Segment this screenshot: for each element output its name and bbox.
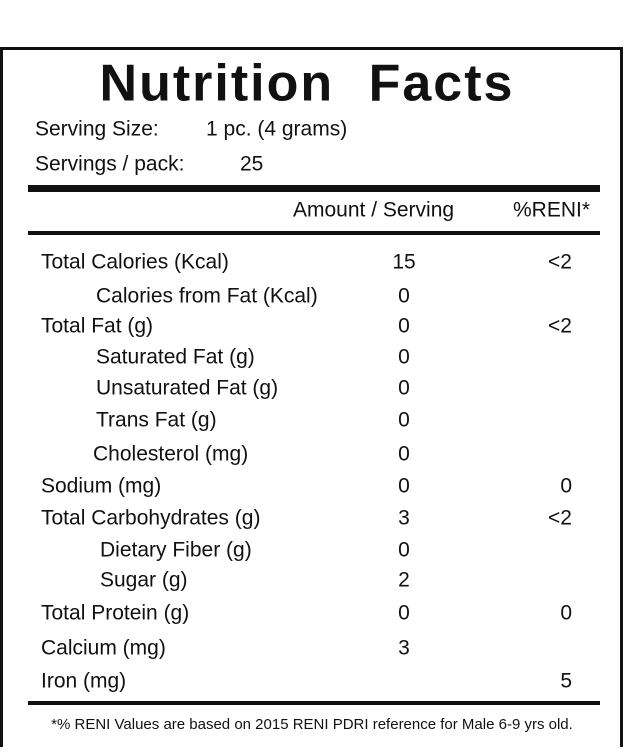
amount-header: Amount / Serving — [293, 199, 454, 222]
servings-value: 25 — [240, 153, 263, 176]
amount: 0 — [398, 377, 410, 400]
amount: 0 — [398, 475, 410, 498]
nutrient-name: Total Calories (Kcal) — [41, 251, 229, 274]
nutrient-name: Calories from Fat (Kcal) — [96, 285, 318, 308]
rule-thick — [28, 185, 600, 192]
amount: 3 — [398, 637, 410, 660]
nutrient-name: Sodium (mg) — [41, 475, 161, 498]
amount: 0 — [398, 443, 410, 466]
amount: 0 — [398, 539, 410, 562]
amount: 0 — [398, 409, 410, 432]
reni-value: 0 — [560, 602, 572, 625]
nutrient-name: Sugar (g) — [100, 569, 188, 592]
amount: 3 — [398, 507, 410, 530]
label-border — [0, 47, 623, 750]
rule — [28, 231, 600, 235]
title: Nutrition Facts — [100, 55, 515, 113]
nutrient-name: Total Carbohydrates (g) — [41, 507, 260, 530]
nutrient-name: Calcium (mg) — [41, 637, 166, 660]
nutrient-name: Saturated Fat (g) — [96, 346, 255, 369]
reni-value: 5 — [560, 670, 572, 693]
nutrient-name: Dietary Fiber (g) — [100, 539, 252, 562]
nutrient-name: Total Fat (g) — [41, 315, 153, 338]
nutrient-name: Unsaturated Fat (g) — [96, 377, 278, 400]
reni-header: %RENI* — [513, 199, 590, 222]
amount: 0 — [398, 315, 410, 338]
amount: 2 — [398, 569, 410, 592]
amount: 15 — [392, 251, 415, 274]
nutrient-name: Iron (mg) — [41, 670, 126, 693]
servings-label: Servings / pack: — [35, 153, 184, 176]
amount: 0 — [398, 346, 410, 369]
reni-value: <2 — [548, 315, 572, 338]
rule — [28, 701, 600, 705]
footnote: *% RENI Values are based on 2015 RENI PD… — [51, 716, 573, 733]
nutrient-name: Total Protein (g) — [41, 602, 189, 625]
rows: Total Calories (Kcal) 15 <2 Calories from F… — [41, 251, 572, 693]
nutrient-name: Cholesterol (mg) — [93, 443, 248, 466]
nutrient-name: Trans Fat (g) — [96, 409, 217, 432]
reni-value: <2 — [548, 251, 572, 274]
reni-value: 0 — [560, 475, 572, 498]
amount: 0 — [398, 285, 410, 308]
reni-value: <2 — [548, 507, 572, 530]
serving-size-label: Serving Size: — [35, 118, 159, 141]
serving-size-value: 1 pc. (4 grams) — [206, 118, 347, 141]
amount: 0 — [398, 602, 410, 625]
